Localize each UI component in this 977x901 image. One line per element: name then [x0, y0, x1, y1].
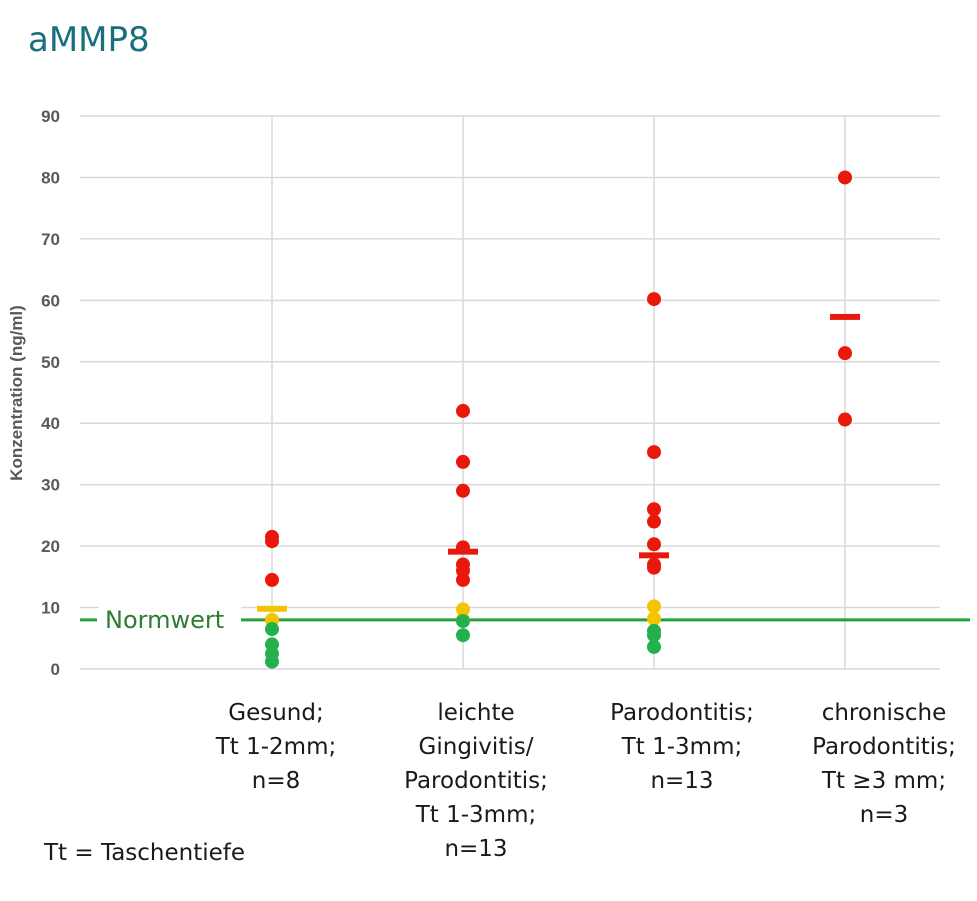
- category-label-line: chronische: [822, 700, 947, 726]
- y-tick-label: 80: [41, 168, 60, 187]
- data-point: [647, 445, 661, 460]
- data-point: [647, 639, 661, 654]
- y-tick-label: 90: [41, 107, 60, 126]
- category-label-line: leichte: [437, 700, 514, 726]
- category-label-line: Tt 1-2mm;: [215, 734, 337, 760]
- data-point: [647, 502, 661, 517]
- data-point: [456, 628, 470, 643]
- data-point: [838, 346, 852, 361]
- mean-markers: [257, 313, 860, 612]
- data-point: [647, 628, 661, 643]
- data-point: [838, 412, 852, 427]
- reference-label-bg: [99, 603, 241, 634]
- data-point: [265, 572, 279, 587]
- data-point: [647, 292, 661, 307]
- category-label-line: n=13: [650, 768, 713, 794]
- mean-marker: [257, 605, 287, 612]
- y-tick-label: 60: [41, 291, 60, 310]
- data-point: [265, 622, 279, 637]
- category-label-line: Tt 1-3mm;: [621, 734, 743, 760]
- y-axis-label: Konzentration (ng/ml): [7, 305, 26, 481]
- category-label-line: Tt 1-3mm;: [415, 802, 537, 828]
- data-point: [456, 614, 470, 629]
- category-label-line: Tt ≥3 mm;: [821, 768, 946, 794]
- mean-marker: [448, 548, 478, 555]
- data-point: [647, 537, 661, 552]
- data-point: [647, 514, 661, 529]
- category-label-line: Gesund;: [228, 700, 323, 726]
- category-label-line: Gingivitis/: [419, 734, 534, 760]
- category-label-line: Parodontitis;: [404, 768, 548, 794]
- y-tick-label: 20: [41, 537, 60, 556]
- data-point: [456, 403, 470, 418]
- data-point: [456, 602, 470, 617]
- y-tick-label: 0: [51, 660, 60, 679]
- reference-line: Normwert: [80, 603, 970, 634]
- y-tick-label: 70: [41, 230, 60, 249]
- y-tick-label: 10: [41, 599, 60, 618]
- chart-title: aMMP8: [28, 20, 150, 60]
- data-point: [456, 572, 470, 587]
- grid-lines: [80, 115, 940, 670]
- footnote: Tt = Taschentiefe: [44, 840, 246, 866]
- mean-marker: [639, 552, 669, 559]
- data-point: [647, 560, 661, 575]
- category-labels: Gesund; Tt 1-2mm; n=8 leichte Gingivitis/Par…: [215, 700, 956, 862]
- y-tick-label: 30: [41, 476, 60, 495]
- category-label-line: Parodontitis;: [812, 734, 956, 760]
- y-tick-label: 40: [41, 414, 60, 433]
- category-label-line: n=3: [860, 802, 908, 828]
- data-point: [265, 654, 279, 669]
- category-label-line: n=13: [444, 836, 507, 862]
- data-point: [456, 483, 470, 498]
- mean-marker: [830, 313, 860, 320]
- category-label-line: n=8: [252, 768, 300, 794]
- reference-line-label: Normwert: [105, 606, 224, 634]
- y-tick-labels: 0 10 20 30 40 50 60 70 80 90: [41, 107, 60, 679]
- data-point: [456, 454, 470, 469]
- data-point: [647, 599, 661, 614]
- data-point: [647, 611, 661, 626]
- data-points: [265, 170, 852, 669]
- data-point: [265, 534, 279, 549]
- category-label-line: Parodontitis;: [610, 700, 754, 726]
- data-point: [838, 170, 852, 185]
- y-tick-label: 50: [41, 353, 60, 372]
